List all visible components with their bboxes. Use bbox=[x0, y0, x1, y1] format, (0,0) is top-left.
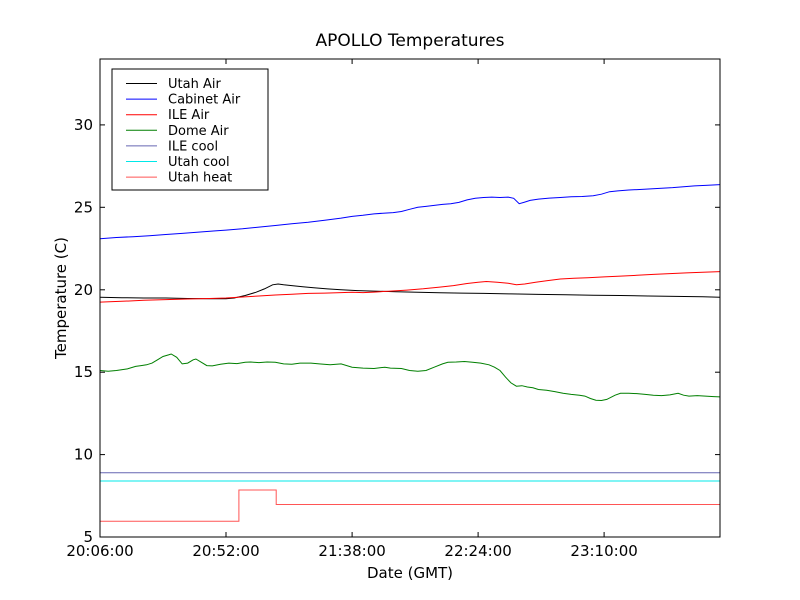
legend-label-utah-heat: Utah heat bbox=[168, 171, 232, 186]
legend-label-utah-cool: Utah cool bbox=[168, 155, 230, 170]
legend-label-ile-air: ILE Air bbox=[168, 108, 210, 123]
series-lines bbox=[99, 184, 721, 522]
legend-label-cabinet-air: Cabinet Air bbox=[168, 93, 241, 108]
y-tick-label: 30 bbox=[74, 116, 93, 134]
y-tick-label: 10 bbox=[74, 446, 93, 464]
legend-label-ile-cool: ILE cool bbox=[168, 139, 218, 154]
legend-box bbox=[111, 68, 269, 191]
y-tick-label: 25 bbox=[74, 198, 93, 216]
x-tick-label: 21:38:00 bbox=[318, 542, 385, 560]
x-tick-label: 20:52:00 bbox=[192, 542, 259, 560]
y-axis-label: Temperature (C) bbox=[52, 237, 70, 360]
x-tick-label: 22:24:00 bbox=[444, 542, 511, 560]
series-dome-air bbox=[99, 353, 721, 402]
x-tick-label: 20:06:00 bbox=[66, 542, 133, 560]
series-utah-heat bbox=[100, 489, 720, 522]
series-utah-air bbox=[99, 283, 721, 300]
legend-label-utah-air: Utah Air bbox=[168, 77, 221, 92]
y-tick-label: 20 bbox=[74, 281, 93, 299]
y-tick-label: 15 bbox=[74, 363, 93, 381]
x-axis-label: Date (GMT) bbox=[367, 564, 453, 582]
series-ile-air bbox=[99, 271, 721, 303]
y-tick-label: 5 bbox=[83, 528, 93, 546]
series-cabinet-air bbox=[99, 184, 721, 240]
legend-label-dome-air: Dome Air bbox=[168, 124, 229, 139]
chart-title: APOLLO Temperatures bbox=[316, 31, 505, 51]
plot-border bbox=[99, 58, 721, 538]
axis-ticks: 20:06:00 20:52:00 21:38:00 22:24:00 23:10:00… bbox=[66, 59, 720, 560]
x-tick-label: 23:10:00 bbox=[570, 542, 637, 560]
